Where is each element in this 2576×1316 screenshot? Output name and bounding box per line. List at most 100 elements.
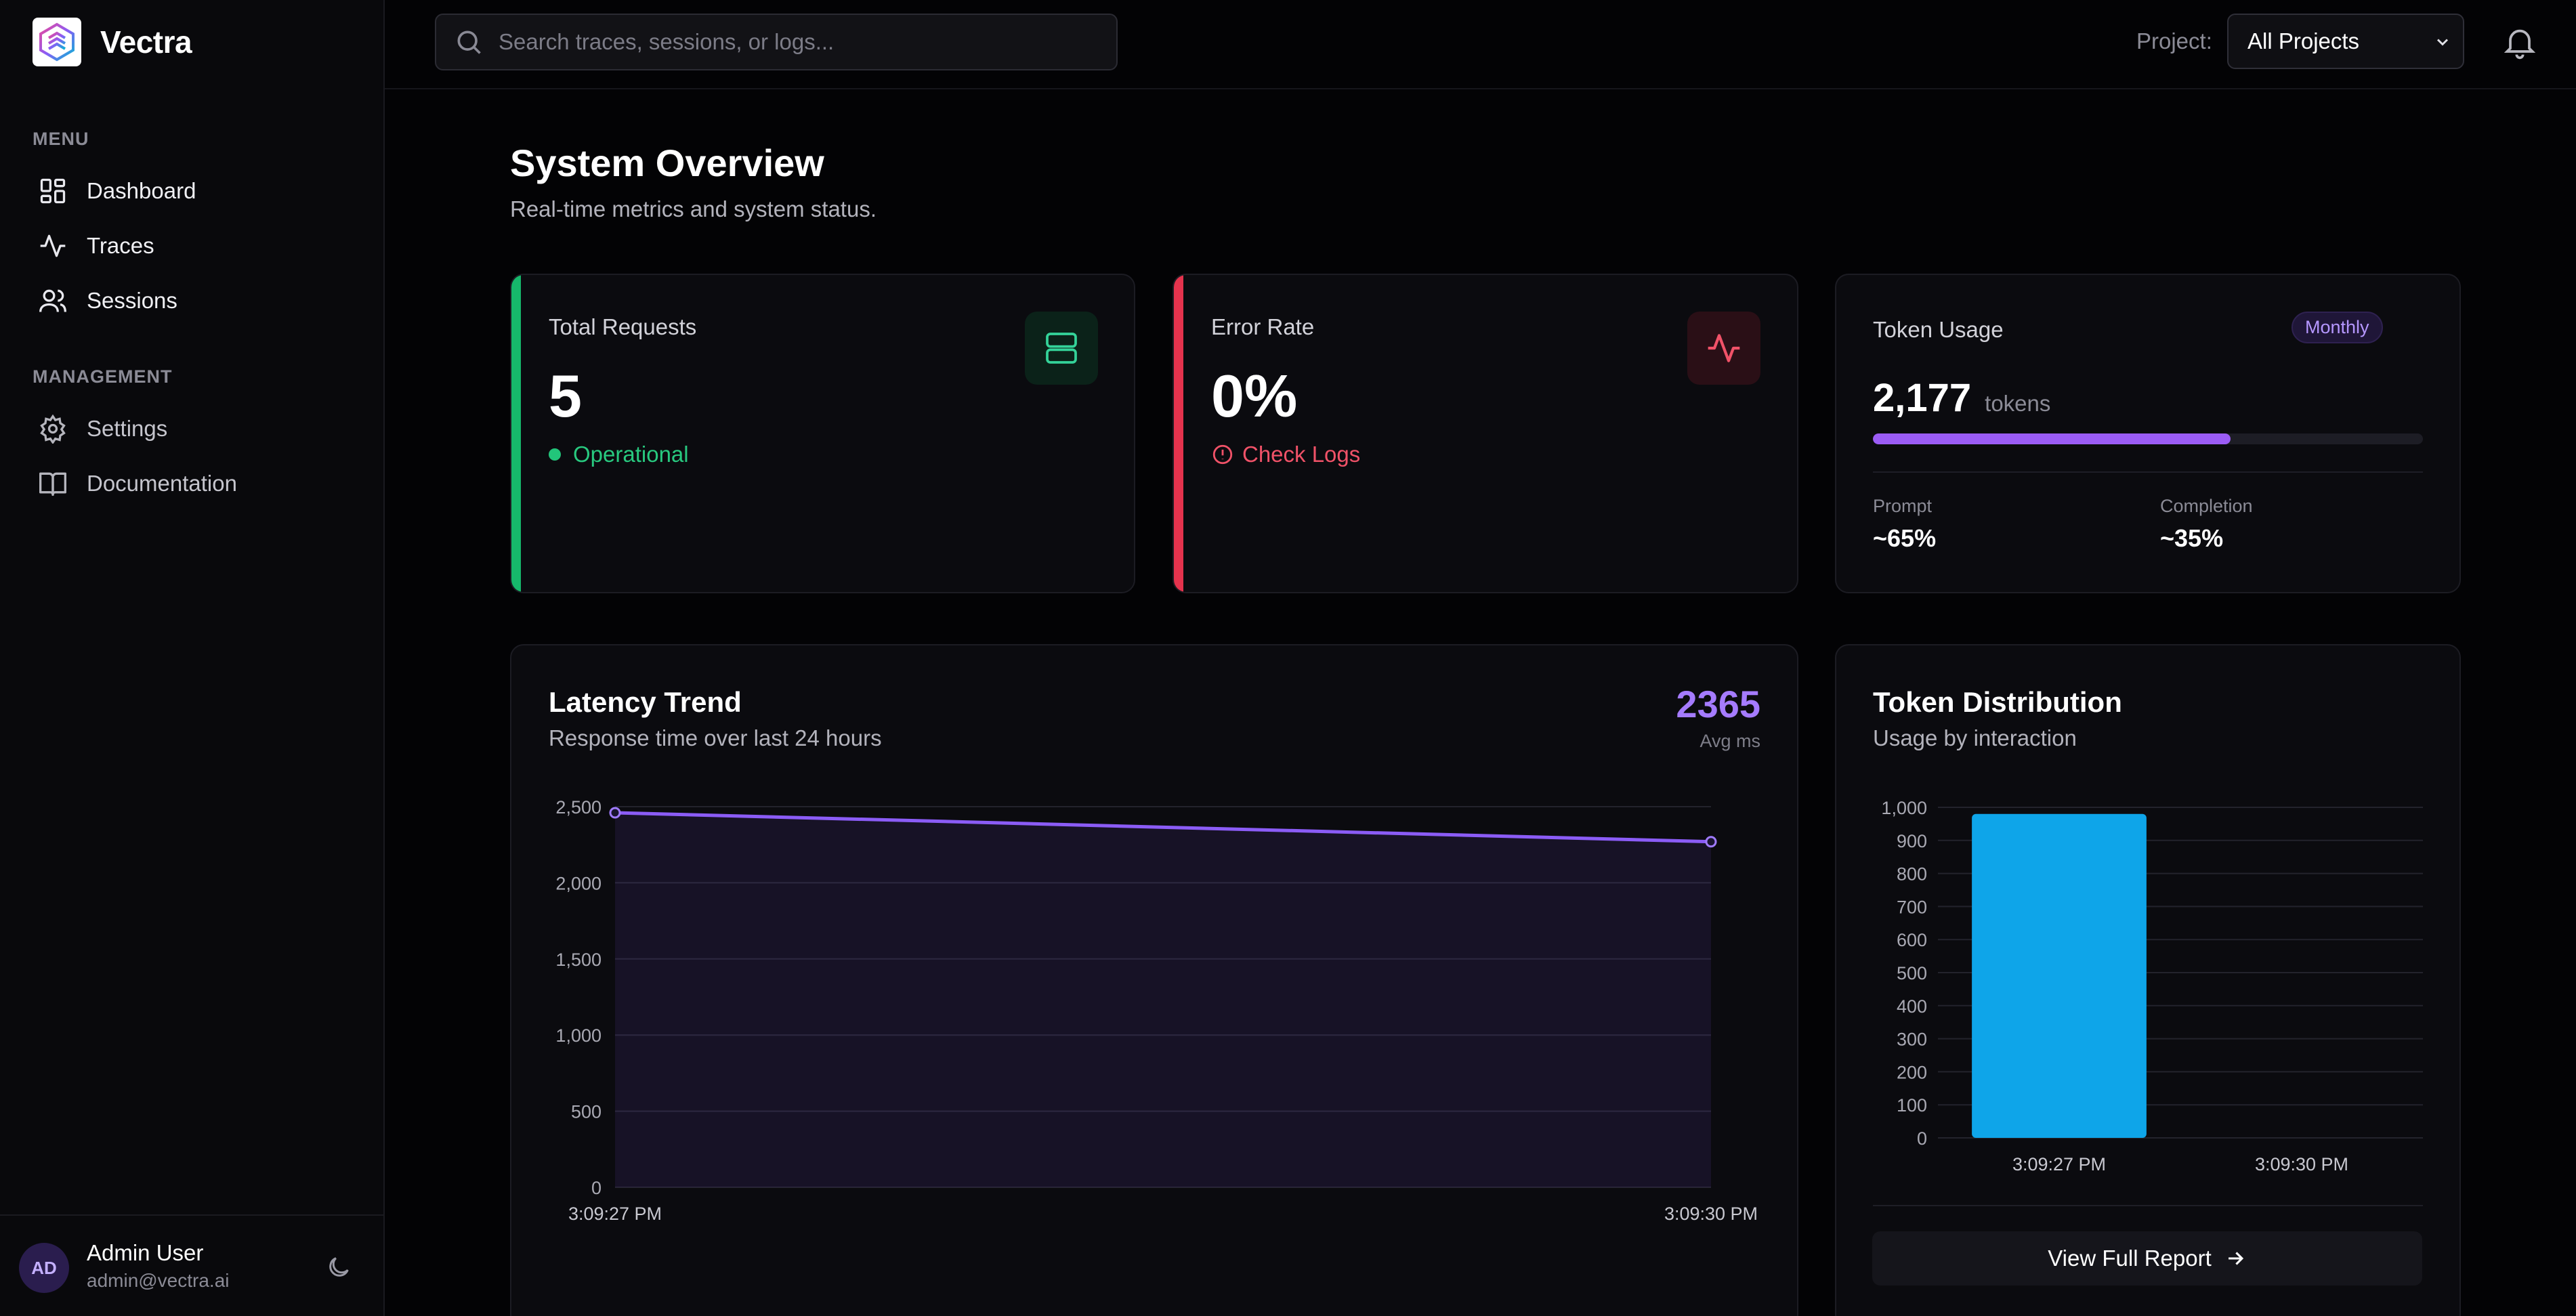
sidebar-item-label: Documentation — [87, 471, 237, 496]
stat-label: Error Rate — [1211, 314, 1315, 339]
y-tick-label: 500 — [1897, 963, 1927, 983]
y-tick-label: 100 — [1897, 1095, 1927, 1116]
page-title: System Overview — [510, 142, 824, 184]
y-tick-label: 2,000 — [555, 873, 601, 893]
sidebar-item-traces[interactable]: Traces — [33, 222, 358, 270]
chevron-down-icon — [2436, 39, 2449, 46]
y-tick-label: 1,000 — [1881, 798, 1927, 818]
user-email: admin@vectra.ai — [87, 1270, 230, 1291]
prompt-value: ~65% — [1873, 524, 1937, 552]
user-name: Admin User — [87, 1240, 204, 1265]
sidebar: Vectra MENU Dashboard Traces Sessions MA… — [0, 0, 385, 1316]
app-name: Vectra — [100, 24, 192, 60]
status-dot-icon — [549, 448, 561, 461]
sidebar-item-settings[interactable]: Settings — [33, 405, 358, 452]
chart-title: Token Distribution — [1873, 686, 2122, 718]
button-label: View Full Report — [2048, 1246, 2212, 1271]
search-input[interactable] — [499, 29, 1081, 55]
x-tick-label: 3:09:30 PM — [1664, 1204, 1758, 1224]
stat-label: Total Requests — [549, 314, 697, 339]
latency-area — [615, 812, 1711, 1187]
moon-icon[interactable] — [325, 1254, 352, 1281]
project-select[interactable]: All Projects — [2227, 14, 2464, 69]
menu-heading: MENU — [33, 129, 89, 149]
y-tick-label: 700 — [1897, 897, 1927, 917]
chart-subtitle: Usage by interaction — [1873, 725, 2077, 750]
check-logs-link[interactable]: Check Logs — [1211, 442, 1360, 467]
token-distribution-card: Token Distribution Usage by interaction … — [1835, 644, 2461, 1316]
vectra-logo-icon — [33, 18, 81, 66]
token-progress-bar — [1873, 433, 2423, 444]
y-tick-label: 800 — [1897, 864, 1927, 885]
x-tick-label: 3:09:30 PM — [2255, 1154, 2348, 1174]
y-tick-label: 400 — [1897, 996, 1927, 1017]
y-tick-label: 500 — [571, 1102, 601, 1122]
search-box[interactable] — [435, 14, 1118, 70]
total-requests-card: Total Requests 5 Operational — [510, 274, 1135, 593]
y-tick-label: 300 — [1897, 1030, 1927, 1050]
avg-latency-value: 2365 — [1676, 683, 1760, 725]
status-text: Operational — [573, 442, 689, 467]
prompt-label: Prompt — [1873, 496, 1933, 516]
latency-trend-card: Latency Trend Response time over last 24… — [510, 644, 1798, 1316]
latency-line — [614, 811, 1712, 844]
y-tick-label: 1,500 — [555, 950, 601, 970]
sidebar-item-label: Sessions — [87, 288, 177, 313]
activity-icon — [1687, 312, 1760, 385]
completion-label: Completion — [2160, 496, 2253, 516]
status-text: Check Logs — [1242, 442, 1361, 467]
view-full-report-button[interactable]: View Full Report — [1872, 1231, 2422, 1286]
chart-title: Latency Trend — [549, 686, 742, 718]
brand[interactable]: Vectra — [33, 18, 192, 66]
completion-value: ~35% — [2160, 524, 2224, 552]
avatar[interactable]: AD — [19, 1243, 69, 1293]
latency-point — [1705, 836, 1717, 848]
latency-chart: 0 500 1,000 1,500 2,000 2,500 3:09:27 PM 3:09:3… — [555, 797, 1758, 1224]
users-icon — [39, 289, 66, 312]
y-tick-label: 1,000 — [555, 1025, 601, 1046]
token-usage-card: Token Usage Monthly 2,177 tokens Prompt … — [1835, 274, 2461, 593]
period-badge: Monthly — [2292, 312, 2383, 343]
bell-icon[interactable] — [2501, 23, 2539, 61]
sidebar-item-label: Traces — [87, 233, 154, 258]
book-icon — [39, 472, 66, 496]
activity-icon — [40, 234, 66, 257]
page-subtitle: Real-time metrics and system status. — [510, 196, 877, 221]
alert-circle-icon — [1212, 444, 1233, 465]
y-tick-label: 200 — [1897, 1062, 1927, 1082]
card-accent — [511, 275, 521, 592]
sidebar-item-documentation[interactable]: Documentation — [33, 460, 358, 507]
y-tick-label: 600 — [1897, 930, 1927, 950]
stat-value: 0% — [1211, 362, 1298, 429]
y-tick-label: 900 — [1897, 831, 1927, 851]
token-progress-fill — [1873, 433, 2231, 444]
status-badge: Operational — [549, 442, 689, 467]
token-value: 2,177 — [1873, 376, 1972, 420]
y-tick-label: 0 — [591, 1178, 601, 1198]
error-rate-card: Error Rate 0% Check Logs — [1173, 274, 1798, 593]
divider — [1873, 1205, 2423, 1206]
arrow-right-icon — [2228, 1252, 2243, 1265]
sidebar-item-dashboard[interactable]: Dashboard — [33, 167, 358, 215]
project-select-value: All Projects — [2247, 28, 2360, 54]
stat-label: Token Usage — [1873, 317, 2004, 342]
user-panel: AD Admin User admin@vectra.ai — [0, 1214, 383, 1316]
management-heading: MANAGEMENT — [33, 366, 173, 387]
x-tick-label: 3:09:27 PM — [2012, 1154, 2106, 1174]
avg-latency-label: Avg ms — [1699, 731, 1760, 751]
server-icon — [1025, 312, 1098, 385]
token-unit: tokens — [1985, 391, 2051, 416]
y-tick-label: 2,500 — [555, 797, 601, 818]
chart-subtitle: Response time over last 24 hours — [549, 725, 882, 750]
card-accent — [1174, 275, 1183, 592]
token-total: 2,177 tokens — [1873, 375, 2050, 421]
project-label: Project: — [2136, 28, 2212, 54]
gear-icon — [40, 414, 66, 444]
divider — [1873, 471, 2423, 473]
y-tick-label: 0 — [1917, 1128, 1927, 1149]
sidebar-item-label: Settings — [87, 416, 168, 441]
sidebar-item-sessions[interactable]: Sessions — [33, 277, 358, 324]
dashboard-icon — [40, 178, 66, 204]
top-bar: Project: All Projects — [385, 0, 2576, 89]
token-distribution-chart: 0 100 200 300 400 500 600 700 800 900 1,000 3:09:27… — [1881, 798, 2423, 1174]
